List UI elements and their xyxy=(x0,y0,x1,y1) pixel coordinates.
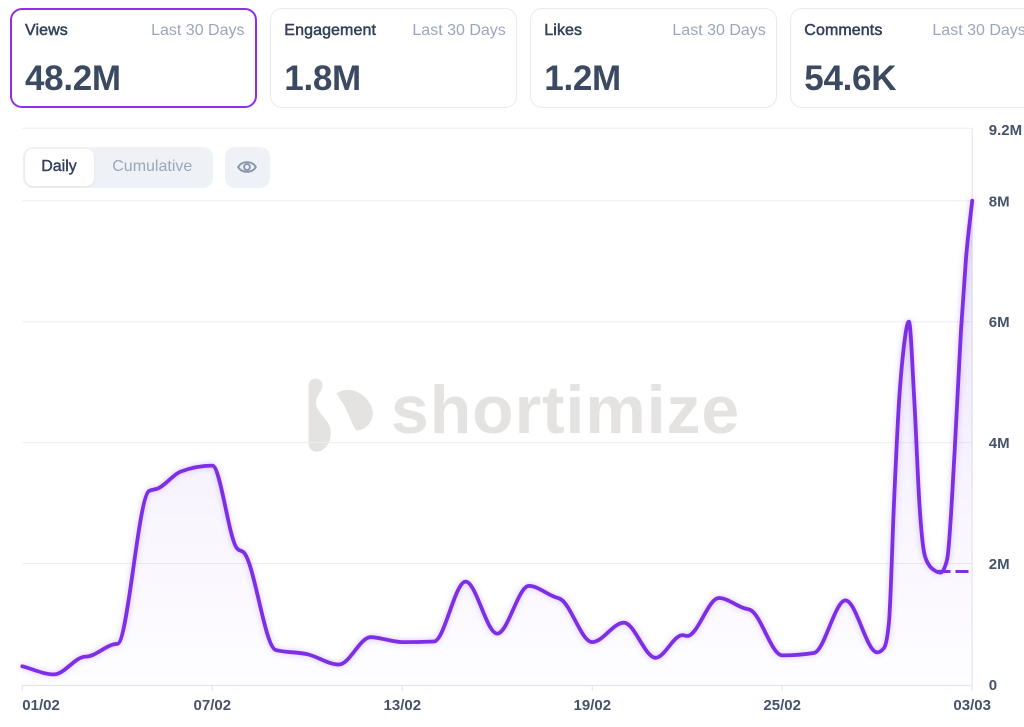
svg-text:01/02: 01/02 xyxy=(22,697,60,714)
svg-text:03/03: 03/03 xyxy=(953,697,991,714)
svg-text:2M: 2M xyxy=(989,556,1010,573)
svg-text:shortimize: shortimize xyxy=(391,372,740,448)
svg-text:4M: 4M xyxy=(989,435,1010,452)
svg-text:0: 0 xyxy=(989,677,997,694)
svg-text:9.2M: 9.2M xyxy=(989,122,1022,139)
svg-text:8M: 8M xyxy=(989,193,1010,210)
svg-text:6M: 6M xyxy=(989,314,1010,331)
svg-text:07/02: 07/02 xyxy=(194,697,232,714)
svg-text:25/02: 25/02 xyxy=(763,697,801,714)
svg-text:19/02: 19/02 xyxy=(574,697,612,714)
svg-text:13/02: 13/02 xyxy=(384,697,422,714)
